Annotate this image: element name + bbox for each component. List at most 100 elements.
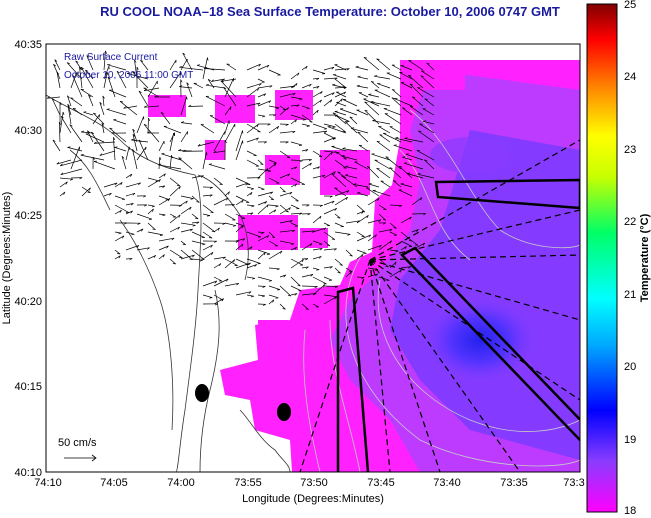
- current-vector: [312, 130, 327, 134]
- current-vector: [147, 177, 159, 182]
- current-vector-head: [162, 185, 166, 188]
- current-vector-head: [316, 109, 319, 113]
- current-vector-head: [120, 100, 124, 103]
- current-vector: [342, 148, 358, 152]
- current-vector-head: [185, 200, 188, 204]
- current-vector: [83, 111, 94, 116]
- current-vector: [419, 123, 435, 134]
- current-vector: [356, 204, 366, 213]
- current-vector: [257, 294, 265, 297]
- current-vector: [202, 252, 214, 260]
- current-vector: [378, 125, 391, 134]
- current-vector: [301, 274, 314, 278]
- current-vector: [235, 258, 249, 266]
- current-vector-head: [248, 262, 251, 266]
- current-vector-head: [226, 278, 229, 282]
- current-vector: [356, 276, 365, 278]
- current-vector: [213, 263, 222, 269]
- current-vector: [356, 234, 371, 242]
- current-vector-head: [258, 83, 262, 86]
- current-vector-head: [287, 294, 291, 297]
- current-vector: [374, 159, 391, 170]
- current-vector-head: [274, 163, 277, 167]
- current-vector: [80, 88, 94, 98]
- current-vector: [356, 85, 369, 89]
- colorbar-label: 23: [624, 144, 636, 156]
- current-vector-head: [418, 130, 422, 132]
- survey-box-east: [434, 178, 580, 210]
- current-vector-head: [127, 72, 131, 74]
- current-vector: [202, 152, 207, 170]
- current-vector-head: [424, 98, 428, 100]
- current-vector: [257, 168, 271, 172]
- current-vector: [58, 122, 61, 143]
- current-vector: [224, 120, 230, 134]
- current-vector-head: [69, 124, 73, 127]
- current-vector: [246, 258, 261, 264]
- current-vector: [363, 57, 380, 71]
- current-vector: [417, 87, 435, 98]
- current-vector: [257, 249, 271, 255]
- current-vector: [353, 184, 369, 188]
- current-vector: [123, 105, 138, 109]
- current-vector: [179, 86, 193, 89]
- current-vector: [405, 153, 424, 161]
- current-vector: [114, 146, 127, 152]
- current-vector-head: [158, 163, 162, 166]
- current-vector-head: [404, 137, 408, 139]
- current-vector-head: [320, 91, 323, 95]
- colorbar-label: 22: [624, 216, 636, 228]
- current-vector: [114, 195, 126, 200]
- current-vector: [53, 64, 61, 80]
- current-vector: [334, 114, 350, 122]
- current-vector: [334, 64, 347, 71]
- current-vector: [268, 163, 277, 170]
- current-vector: [235, 262, 251, 269]
- current-vector: [279, 285, 292, 297]
- x-tick-label: 73:35: [500, 477, 528, 489]
- current-vector: [370, 81, 380, 89]
- current-vector-head: [262, 286, 266, 288]
- overlay-line2: October 10, 2006 11:00 GMT: [64, 70, 193, 81]
- current-vector: [424, 159, 435, 170]
- current-vector-head: [88, 94, 91, 98]
- current-vector-head: [393, 227, 397, 229]
- current-vector-head: [346, 190, 350, 193]
- current-vector: [213, 278, 229, 287]
- current-vector: [268, 204, 279, 207]
- current-vector: [66, 62, 83, 80]
- current-vector-head: [215, 303, 218, 306]
- current-vector: [132, 134, 138, 152]
- current-vector: [400, 240, 413, 247]
- current-vector: [67, 105, 72, 125]
- current-vector: [72, 75, 83, 98]
- current-vector-head: [134, 59, 137, 63]
- current-vector: [268, 105, 280, 109]
- current-vector-head: [166, 245, 169, 249]
- current-vector: [334, 222, 344, 228]
- current-vector-head: [245, 182, 249, 186]
- current-vector: [400, 183, 413, 188]
- current-vector: [103, 182, 118, 188]
- current-vector: [180, 228, 193, 233]
- current-vector-head: [407, 172, 411, 174]
- current-vector: [417, 173, 435, 179]
- current-vector-head: [291, 243, 295, 245]
- current-vector-head: [186, 96, 188, 100]
- current-vector-head: [370, 100, 374, 103]
- current-vector: [301, 159, 312, 161]
- current-vector: [246, 87, 260, 98]
- current-vector-head: [350, 271, 352, 275]
- current-vector-head: [81, 66, 84, 70]
- current-vector: [290, 293, 298, 296]
- x-tick-label: 73:40: [433, 477, 461, 489]
- current-vector: [125, 146, 130, 161]
- current-vector-head: [182, 243, 186, 246]
- current-vector-head: [58, 122, 62, 126]
- current-vector: [191, 195, 200, 203]
- current-vector-head: [190, 228, 193, 232]
- current-vector: [334, 68, 350, 71]
- current-vector: [301, 303, 309, 310]
- current-vector-head: [333, 137, 336, 140]
